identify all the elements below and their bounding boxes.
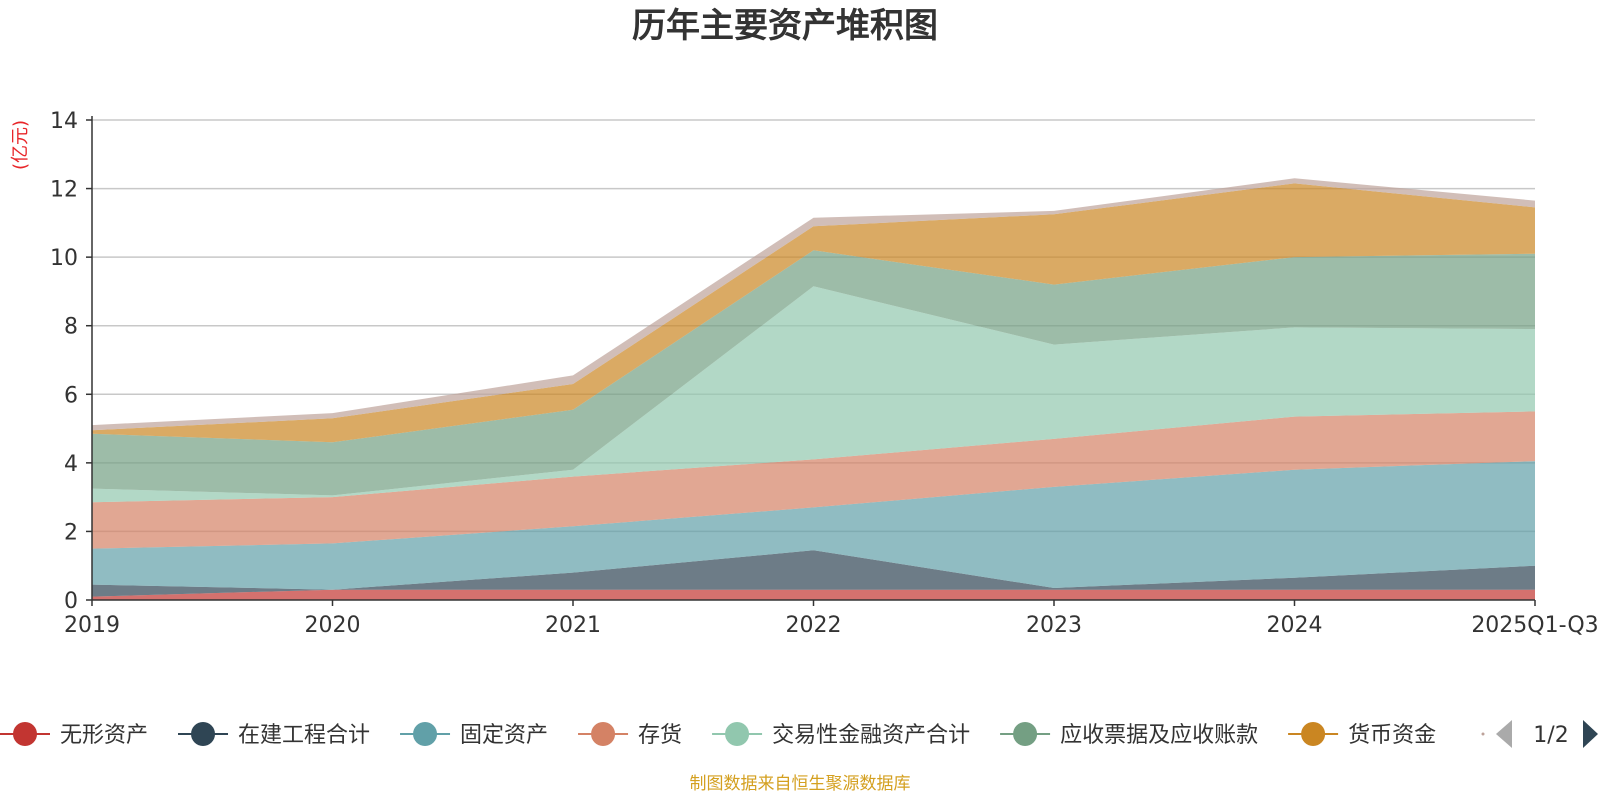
legend-next-page-icon[interactable]	[1583, 720, 1598, 748]
source-note: 制图数据来自恒生聚源数据库	[690, 774, 911, 794]
y-axis-unit-label: (亿元)	[10, 120, 31, 170]
legend-marker	[13, 722, 37, 746]
legend-label: 存货	[638, 723, 682, 748]
legend-item[interactable]: 交易性金融资产合计	[712, 722, 970, 748]
legend-item[interactable]: 无形资产	[0, 722, 148, 748]
legend-label: 固定资产	[460, 723, 548, 748]
legend-item[interactable]: 固定资产	[400, 722, 548, 748]
legend-page-indicator: 1/2	[1533, 723, 1568, 748]
axes: 0 2 4 6 8 10 12 14 2019 2020 2021 2022 2023 2024 2025Q…	[50, 109, 1599, 638]
area-series-layer	[92, 178, 1535, 600]
legend-overflow-marker	[1481, 732, 1485, 736]
legend-label: 应收票据及应收账款	[1060, 723, 1258, 748]
legend-label: 交易性金融资产合计	[772, 723, 970, 748]
x-tick-label: 2022	[786, 613, 842, 638]
area-应收票据及应收账款[interactable]	[92, 250, 1535, 496]
legend-marker	[591, 722, 616, 746]
area-货币资金[interactable]	[92, 183, 1535, 443]
x-tick-label: 2025Q1-Q3	[1471, 613, 1598, 638]
area-交易性金融资产合计[interactable]	[92, 286, 1535, 503]
y-tick-label: 2	[64, 520, 78, 545]
legend-marker	[1301, 722, 1326, 746]
legend-item[interactable]: 应收票据及应收账款	[1000, 722, 1258, 748]
chart-title: 历年主要资产堆积图	[632, 6, 938, 46]
x-tick-label: 2021	[545, 613, 601, 638]
legend-item[interactable]: 在建工程合计	[178, 722, 370, 748]
area-固定资产[interactable]	[92, 461, 1535, 590]
legend-item[interactable]: 货币资金	[1288, 722, 1436, 748]
legend-marker	[1013, 722, 1038, 746]
x-tick-label: 2020	[305, 613, 361, 638]
area-在建工程合计[interactable]	[92, 550, 1535, 597]
y-tick-label: 12	[50, 178, 78, 203]
x-tick-label: 2024	[1267, 613, 1323, 638]
y-tick-label: 6	[64, 383, 78, 408]
legend[interactable]: 无形资产 在建工程合计 固定资产 存货 交易性金融资产合计 应收票据及应收账款 货币资金 1/…	[0, 720, 1598, 748]
legend-label: 在建工程合计	[238, 723, 370, 748]
legend-marker	[413, 722, 438, 746]
y-tick-label: 4	[64, 452, 78, 477]
area-存货[interactable]	[92, 411, 1535, 549]
legend-marker	[725, 722, 750, 746]
legend-label: 货币资金	[1348, 723, 1436, 748]
y-tick-label: 14	[50, 109, 78, 134]
area-无形资产[interactable]	[92, 589, 1535, 600]
legend-item[interactable]: 存货	[578, 722, 682, 748]
y-tick-label: 8	[64, 315, 78, 340]
x-tick-label: 2023	[1026, 613, 1082, 638]
y-tick-label: 10	[50, 246, 78, 271]
x-tick-label: 2019	[64, 613, 120, 638]
legend-prev-page-icon[interactable]	[1496, 720, 1512, 748]
legend-label: 无形资产	[60, 723, 148, 748]
y-tick-label: 0	[64, 589, 78, 614]
legend-marker	[191, 722, 216, 746]
